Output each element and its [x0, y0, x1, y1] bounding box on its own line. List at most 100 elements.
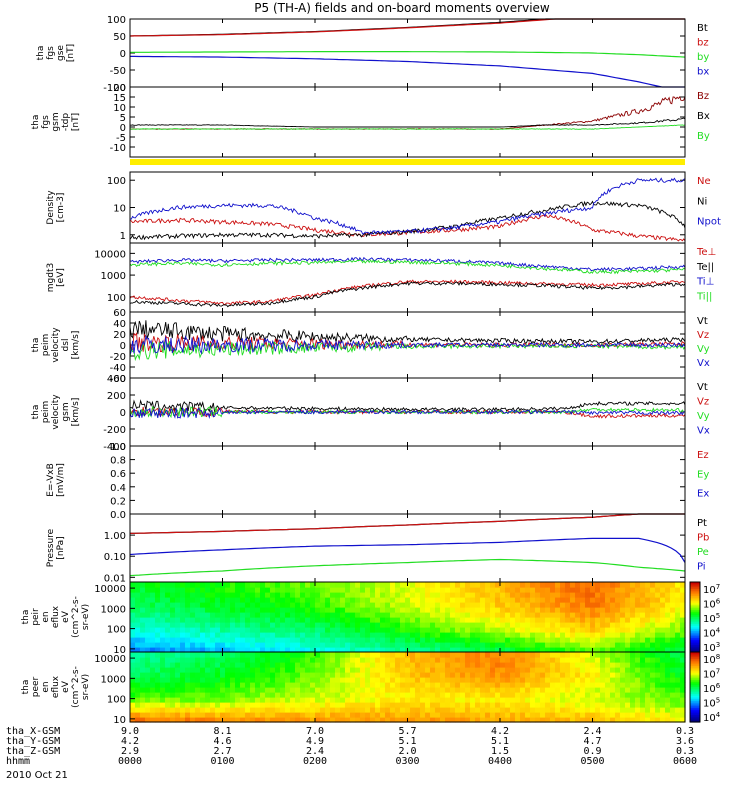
spectrogram-cell: [420, 612, 426, 618]
spectrogram-cell: [420, 592, 426, 598]
xaxis-value: 5.7: [398, 726, 416, 737]
spectrogram-cell: [675, 712, 681, 718]
spectrogram-cell: [495, 702, 501, 708]
spectrogram-cell: [440, 597, 446, 603]
spectrogram-cell: [675, 617, 681, 623]
spectrogram-cell: [250, 632, 256, 638]
spectrogram-cell: [520, 582, 526, 588]
spectrogram-cell: [180, 582, 186, 588]
spectrogram-cell: [225, 622, 231, 628]
spectrogram-cell: [400, 617, 406, 623]
legend-label: Ey: [697, 469, 709, 480]
spectrogram-cell: [170, 662, 176, 668]
legend-label: By: [697, 131, 710, 142]
spectrogram-cell: [265, 652, 271, 658]
spectrogram-cell: [555, 672, 561, 678]
spectrogram-cell: [580, 682, 586, 688]
spectrogram-cell: [540, 662, 546, 668]
spectrogram-cell: [445, 602, 451, 608]
spectrogram-cell: [140, 622, 146, 628]
spectrogram-cell: [400, 627, 406, 633]
spectrogram-cell: [185, 622, 191, 628]
spectrogram-cell: [270, 642, 276, 648]
spectrogram-cell: [610, 682, 616, 688]
spectrogram-cell: [280, 702, 286, 708]
spectrogram-cell: [155, 707, 161, 713]
spectrogram-cell: [170, 602, 176, 608]
spectrogram-cell: [365, 692, 371, 698]
spectrogram-cell: [230, 702, 236, 708]
spectrogram-cell: [450, 612, 456, 618]
spectrogram-cell: [195, 612, 201, 618]
spectrogram-cell: [370, 692, 376, 698]
colorbar-swatch: [690, 645, 700, 648]
spectrogram-cell: [250, 662, 256, 668]
spectrogram-cell: [545, 707, 551, 713]
spectrogram-cell: [285, 617, 291, 623]
spectrogram-cell: [500, 667, 506, 673]
spectrogram-cell: [420, 587, 426, 593]
spectrogram-cell: [395, 707, 401, 713]
spectrogram-cell: [670, 612, 676, 618]
spectrogram-cell: [475, 657, 481, 663]
spectrogram-cell: [245, 657, 251, 663]
ytick-label: 1.0: [110, 442, 126, 453]
spectrogram-cell: [450, 582, 456, 588]
spectrogram-cell: [670, 637, 676, 643]
spectrogram-cell: [600, 622, 606, 628]
spectrogram-cell: [280, 617, 286, 623]
spectrogram-cell: [250, 637, 256, 643]
spectrogram-cell: [235, 602, 241, 608]
spectrogram-cell: [275, 642, 281, 648]
spectrogram-cell: [200, 682, 206, 688]
spectrogram-cell: [180, 697, 186, 703]
spectrogram-cell: [350, 617, 356, 623]
spectrogram-cell: [470, 692, 476, 698]
spectrogram-cell: [235, 717, 241, 723]
ylabel-line: gse: [56, 45, 66, 61]
spectrogram-cell: [160, 672, 166, 678]
spectrogram-cell: [485, 592, 491, 598]
spectrogram-cell: [175, 697, 181, 703]
spectrogram-cell: [535, 602, 541, 608]
spectrogram-cell: [655, 717, 661, 723]
spectrogram-cell: [210, 702, 216, 708]
spectrogram-cell: [225, 697, 231, 703]
spectrogram-cell: [610, 617, 616, 623]
spectrogram-cell: [575, 597, 581, 603]
spectrogram-cell: [235, 662, 241, 668]
spectrogram-cell: [300, 672, 306, 678]
spectrogram-cell: [465, 597, 471, 603]
panel-ion-spectrogram: tha peir en eflux eV (cm^2-s-sr-eV)1000010001…: [21, 581, 721, 656]
colorbar-label: 107: [703, 668, 720, 681]
spectrogram-cell: [315, 717, 321, 723]
spectrogram-cell: [530, 617, 536, 623]
spectrogram-cell: [165, 612, 171, 618]
spectrogram-cell: [500, 652, 506, 658]
spectrogram-cell: [575, 642, 581, 648]
spectrogram-cell: [435, 617, 441, 623]
spectrogram-cell: [670, 672, 676, 678]
spectrogram-cell: [175, 642, 181, 648]
spectrogram-cell: [465, 602, 471, 608]
spectrogram-cell: [185, 692, 191, 698]
spectrogram-cell: [430, 582, 436, 588]
spectrogram-cell: [670, 692, 676, 698]
spectrogram-cell: [175, 692, 181, 698]
colorbar-swatch: [690, 622, 700, 625]
spectrogram-cell: [265, 607, 271, 613]
ylabel-line: eflux: [51, 605, 61, 628]
spectrogram-cell: [210, 687, 216, 693]
spectrogram-cell: [615, 717, 621, 723]
spectrogram-cell: [675, 692, 681, 698]
spectrogram-cell: [130, 672, 136, 678]
spectrogram-cell: [615, 667, 621, 673]
spectrogram-cell: [500, 692, 506, 698]
spectrogram-cell: [470, 597, 476, 603]
spectrogram-cell: [495, 597, 501, 603]
spectrogram-cell: [475, 697, 481, 703]
spectrogram-cell: [225, 712, 231, 718]
spectrogram-cell: [355, 667, 361, 673]
spectrogram-cell: [200, 622, 206, 628]
spectrogram-cell: [205, 692, 211, 698]
